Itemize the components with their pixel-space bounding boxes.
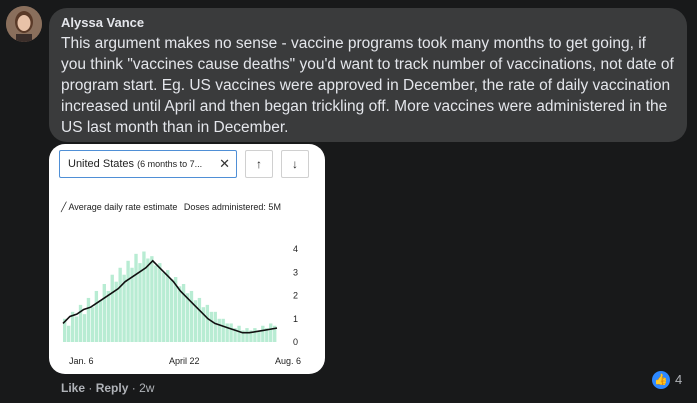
daily-dose-bar [225, 323, 229, 342]
daily-dose-bar [209, 311, 213, 342]
daily-dose-bar [82, 314, 87, 342]
legend-bar-label: Doses administered: [183, 202, 266, 212]
comment-bubble: Alyssa Vance This argument makes no sens… [49, 8, 687, 142]
daily-dose-bar [166, 270, 170, 342]
legend-line-label: Average daily rate estimate [68, 202, 178, 212]
daily-dose-bar [237, 325, 241, 342]
daily-dose-bar [217, 318, 221, 342]
daily-dose-bar [146, 258, 150, 342]
vaccination-chart: 4 3 2 1 0 Jan. 6 April 22 Aug. 6 [62, 244, 301, 366]
reply-link[interactable]: Reply [95, 381, 129, 395]
daily-dose-bar [249, 330, 253, 342]
daily-dose-bar [78, 304, 83, 342]
daily-dose-bar [181, 284, 186, 342]
daily-dose-bar [265, 328, 269, 342]
daily-dose-bar [142, 251, 146, 342]
avatar[interactable] [6, 6, 42, 42]
legend-top-tick: 5 [268, 202, 274, 212]
daily-dose-bar [241, 330, 245, 342]
separator: · [131, 381, 136, 395]
daily-dose-bar [114, 281, 118, 342]
attached-chart-image[interactable]: United States (6 months to 7... ✕ ↑ ↓ ╱ … [49, 144, 325, 374]
reaction-count: 4 [675, 372, 683, 387]
average-rate-line [62, 259, 278, 334]
thumbs-up-icon: 👍 [652, 371, 670, 389]
daily-dose-bar [261, 325, 265, 342]
daily-dose-bar [138, 263, 142, 342]
comment-text: This argument makes no sense - vaccine p… [61, 35, 674, 136]
arrow-up-button[interactable]: ↑ [245, 150, 273, 178]
daily-dose-bar [273, 325, 277, 342]
daily-dose-bar [98, 300, 103, 342]
x-tick-label: Jan. 6 [69, 356, 94, 366]
daily-dose-bar [185, 293, 190, 342]
daily-dose-bar [233, 328, 237, 342]
clear-icon[interactable]: ✕ [219, 156, 230, 171]
daily-dose-bar [130, 267, 134, 342]
daily-dose-bar [86, 297, 91, 342]
daily-dose-bar [134, 253, 138, 342]
daily-dose-bar [253, 328, 257, 342]
daily-dose-bar [245, 328, 249, 342]
daily-dose-bar [201, 307, 206, 342]
y-tick-label: 1 [293, 314, 298, 324]
daily-dose-bar [66, 325, 71, 342]
daily-dose-bar [197, 297, 202, 342]
arrow-down-button[interactable]: ↓ [281, 150, 309, 178]
daily-dose-bar [126, 260, 130, 342]
daily-dose-bar [63, 318, 67, 342]
daily-dose-bar [102, 284, 106, 342]
daily-dose-bar [205, 304, 210, 342]
daily-dose-bar [118, 267, 122, 342]
x-tick-label: April 22 [169, 356, 200, 366]
country-selector[interactable]: United States (6 months to 7... ✕ [59, 150, 237, 178]
daily-dose-bar [106, 290, 110, 342]
daily-dose-bar [193, 300, 198, 342]
separator: · [88, 381, 93, 395]
legend-unit: 5M [268, 202, 281, 212]
chart-legend: ╱ Average daily rate estimate Doses admi… [61, 202, 281, 213]
comment-author[interactable]: Alyssa Vance [61, 15, 145, 30]
daily-dose-bar [257, 330, 261, 342]
y-tick-label: 0 [293, 337, 298, 347]
daily-dose-bar [122, 274, 126, 342]
daily-dose-bar [70, 311, 75, 342]
y-tick-label: 2 [293, 291, 298, 301]
daily-dose-bar [90, 307, 95, 342]
daily-dose-bar [189, 290, 194, 342]
daily-dose-bar [110, 274, 114, 342]
reaction-summary[interactable]: 👍 4 [652, 371, 686, 389]
comment-actions: Like · Reply · 2w [61, 381, 154, 395]
country-selector-text: United States [68, 158, 135, 170]
x-tick-label: Aug. 6 [275, 356, 301, 366]
country-selector-sub: (6 months to 7... [137, 159, 203, 169]
daily-dose-bar [94, 290, 99, 342]
daily-dose-bar [154, 265, 158, 342]
daily-dose-bar [158, 263, 162, 342]
daily-dose-bar [221, 318, 225, 342]
daily-dose-bar [173, 277, 178, 342]
daily-dose-bar [177, 286, 182, 342]
daily-dose-bar [213, 311, 217, 342]
daily-dose-bar [229, 323, 233, 342]
daily-dose-bar [150, 256, 154, 342]
daily-dose-bar [74, 316, 79, 342]
comment-age[interactable]: 2w [139, 381, 155, 395]
daily-dose-bar [269, 323, 273, 342]
y-tick-label: 4 [293, 244, 298, 254]
daily-dose-bar [162, 272, 166, 342]
daily-dose-bar [170, 279, 174, 342]
like-link[interactable]: Like [61, 381, 86, 395]
legend-line-icon: ╱ [61, 202, 67, 212]
y-tick-label: 3 [293, 267, 298, 277]
